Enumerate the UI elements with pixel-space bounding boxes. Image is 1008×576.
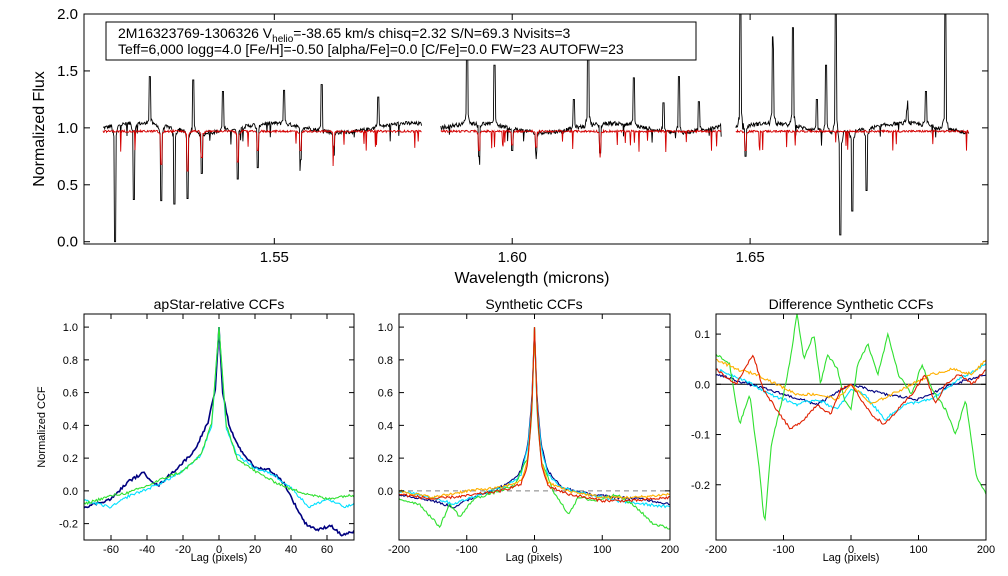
- apstar-xtick-label: -20: [175, 544, 191, 556]
- synthetic-xlabel: Lag (pixels): [506, 552, 563, 564]
- apstar-xtick-label: 20: [249, 544, 261, 556]
- synthetic-frame: [398, 313, 671, 541]
- apstar-xtick-label: 60: [321, 544, 333, 556]
- apstar-ytick-label: 0.4: [63, 420, 78, 432]
- synthetic-series-visit-1: [399, 327, 670, 509]
- synthetic-xtick-label: 200: [661, 544, 679, 556]
- synthetic-xtick-label: -100: [456, 544, 478, 556]
- info-v-symbol: V: [263, 25, 273, 41]
- difference-xtick-label: -100: [772, 544, 794, 556]
- spectrum-ytick-label: 0.0: [57, 234, 78, 251]
- difference-series-layer: [716, 314, 986, 522]
- synthetic-series-visit-2: [399, 327, 670, 509]
- apstar-xlabel: Lag (pixels): [191, 552, 248, 564]
- apstar-ticks-layer: -60 -40 -20 0 20 40 60 -0.2 0.0 0.2 0.4 0.6 0.8 1.0: [59, 314, 354, 556]
- spectrum-ylabel: Normalized Flux: [31, 71, 48, 187]
- difference-series-visit-3: [716, 314, 986, 522]
- apstar-ccf-panel: -60 -40 -20 0 20 40 60 -0.2 0.0 0.2 0.4 0.6 0.8 1.0 a…: [36, 296, 355, 564]
- info-v-subscript: helio: [272, 34, 294, 45]
- apstar-ytick-label: 0.8: [63, 355, 78, 367]
- spectrum-ytick-label: 2.0: [57, 6, 78, 23]
- apstar-ytick-label: 1.0: [63, 322, 78, 334]
- synthetic-xtick-label: 100: [593, 544, 611, 556]
- spectrum-ytick-label: 1.5: [57, 63, 78, 80]
- apstar-ytick-label: 0.6: [63, 388, 78, 400]
- spectrum-ytick-label: 0.5: [57, 177, 78, 194]
- spectrum-xtick-label: 1.55: [260, 249, 289, 266]
- spectrum-xtick-label: 1.60: [498, 249, 527, 266]
- spectrum-xtick-label: 1.65: [736, 249, 765, 266]
- apstar-xtick-label: -60: [103, 544, 119, 556]
- synthetic-ytick-label: 0.2: [378, 453, 393, 465]
- info-line-2: Teff=6,000 logg=4.0 [Fe/H]=-0.50 [alpha/…: [118, 41, 624, 57]
- apstar-series-visit-3: [84, 327, 354, 506]
- synthetic-xtick-label: -200: [388, 544, 410, 556]
- difference-series-visit-5: [716, 354, 986, 430]
- synthetic-ytick-label: 0.0: [378, 486, 393, 498]
- difference-title: Difference Synthetic CCFs: [769, 296, 934, 312]
- apstar-title: apStar-relative CCFs: [154, 296, 285, 312]
- spectrum-panel: 1.55 1.60 1.65 0.0 0.5 1.0 1.5 2.0 Wavelength (…: [31, 6, 989, 287]
- apstar-ytick-label: 0.2: [63, 453, 78, 465]
- difference-ytick-label: 0.0: [695, 379, 710, 391]
- synthetic-series-visit-5: [399, 327, 670, 503]
- apstar-xtick-label: -40: [139, 544, 155, 556]
- spectrum-frame: [83, 13, 989, 245]
- synthetic-title: Synthetic CCFs: [485, 296, 582, 312]
- synthetic-series-layer: [399, 327, 670, 530]
- synthetic-xtick-label: 0: [531, 544, 537, 556]
- difference-xtick-label: 0: [848, 544, 854, 556]
- info-star-id: 2M16323769-1306326: [118, 25, 259, 41]
- difference-xtick-label: 100: [909, 544, 927, 556]
- difference-ticks-layer: -200 -100 0 100 200 -0.2 -0.1 0.0 0.1: [691, 314, 995, 556]
- apstar-ylabel: Normalized CCF: [36, 386, 48, 468]
- synthetic-ytick-label: 0.8: [378, 355, 393, 367]
- info-line-1-stats: =-38.65 km/s chisq=2.32 S/N=69.3 Nvisits…: [293, 25, 570, 41]
- synthetic-ytick-label: 0.4: [378, 420, 393, 432]
- synthetic-ytick-label: 0.6: [378, 388, 393, 400]
- synthetic-ticks-layer: -200 -100 0 100 200 0.0 0.2 0.4 0.6 0.8 1.0: [378, 314, 679, 556]
- info-box: [105, 21, 697, 61]
- difference-ccf-panel: -200 -100 0 100 200 -0.2 -0.1 0.0 0.1 Difference…: [691, 296, 995, 564]
- difference-xtick-label: 200: [977, 544, 995, 556]
- info-line-1: 2M16323769-1306326 Vhelio=-38.65 km/s ch…: [118, 25, 571, 45]
- spectrum-series-layer: [102, 14, 970, 243]
- spectrum-xlabel: Wavelength (microns): [454, 270, 609, 287]
- difference-ytick-label: -0.2: [691, 480, 710, 492]
- spectrum-ytick-label: 1.0: [57, 120, 78, 137]
- synthetic-ytick-label: 1.0: [378, 322, 393, 334]
- difference-ytick-label: 0.1: [695, 329, 710, 341]
- difference-xtick-label: -200: [705, 544, 727, 556]
- apstar-ytick-label: -0.2: [59, 519, 78, 531]
- synthetic-series-visit-4: [399, 327, 670, 500]
- difference-ytick-label: -0.1: [691, 430, 710, 442]
- apstar-frame: [83, 313, 355, 541]
- spectrum-ticks-layer: 1.55 1.60 1.65 0.0 0.5 1.0 1.5 2.0: [57, 6, 988, 266]
- difference-frame: [715, 313, 987, 541]
- spectrum-series-model: [102, 128, 969, 172]
- apstar-xtick-label: 0: [216, 544, 222, 556]
- apstar-series-layer: [84, 327, 354, 537]
- apstar-ytick-label: 0.0: [63, 486, 78, 498]
- difference-series-visit-2: [716, 363, 986, 421]
- difference-xlabel: Lag (pixels): [823, 552, 880, 564]
- synthetic-ccf-panel: -200 -100 0 100 200 0.0 0.2 0.4 0.6 0.8 1.0 Synthe…: [378, 296, 679, 564]
- apstar-xtick-label: 40: [285, 544, 297, 556]
- apstar-series-visit-2: [84, 327, 354, 509]
